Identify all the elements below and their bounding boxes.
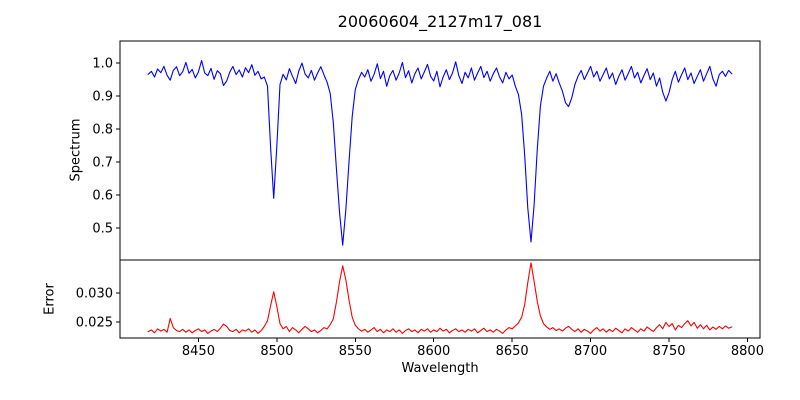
- error-y-tick-label: 0.025: [76, 315, 113, 330]
- chart-title: 20060604_2127m17_081: [337, 12, 543, 31]
- error-line: [147, 262, 733, 334]
- x-tick-label: 8600: [417, 344, 450, 359]
- spectrum-y-tick-label: 1.0: [92, 57, 113, 72]
- spectrum-y-tick-label: 0.7: [92, 156, 113, 171]
- spectrum-y-tick-label: 0.9: [92, 90, 113, 105]
- x-tick-label: 8800: [731, 344, 764, 359]
- error-y-axis-label: Error: [42, 283, 58, 315]
- x-tick-label: 8650: [496, 344, 529, 359]
- error-y-tick-label: 0.030: [76, 286, 113, 301]
- spectrum-y-axis-label: Spectrum: [68, 118, 84, 182]
- x-tick-label: 8750: [652, 344, 685, 359]
- spectrum-y-tick-label: 0.8: [92, 123, 113, 138]
- spectrum-y-tick-label: 0.5: [92, 222, 113, 237]
- x-tick-label: 8550: [339, 344, 372, 359]
- spectrum-y-tick-label: 0.6: [92, 189, 113, 204]
- spectrum-line: [147, 59, 733, 246]
- x-tick-label: 8450: [182, 344, 215, 359]
- error-axes-frame: [119, 259, 761, 339]
- x-tick-label: 8500: [260, 344, 293, 359]
- x-axis-label: Wavelength: [401, 361, 479, 376]
- x-tick-label: 8700: [574, 344, 607, 359]
